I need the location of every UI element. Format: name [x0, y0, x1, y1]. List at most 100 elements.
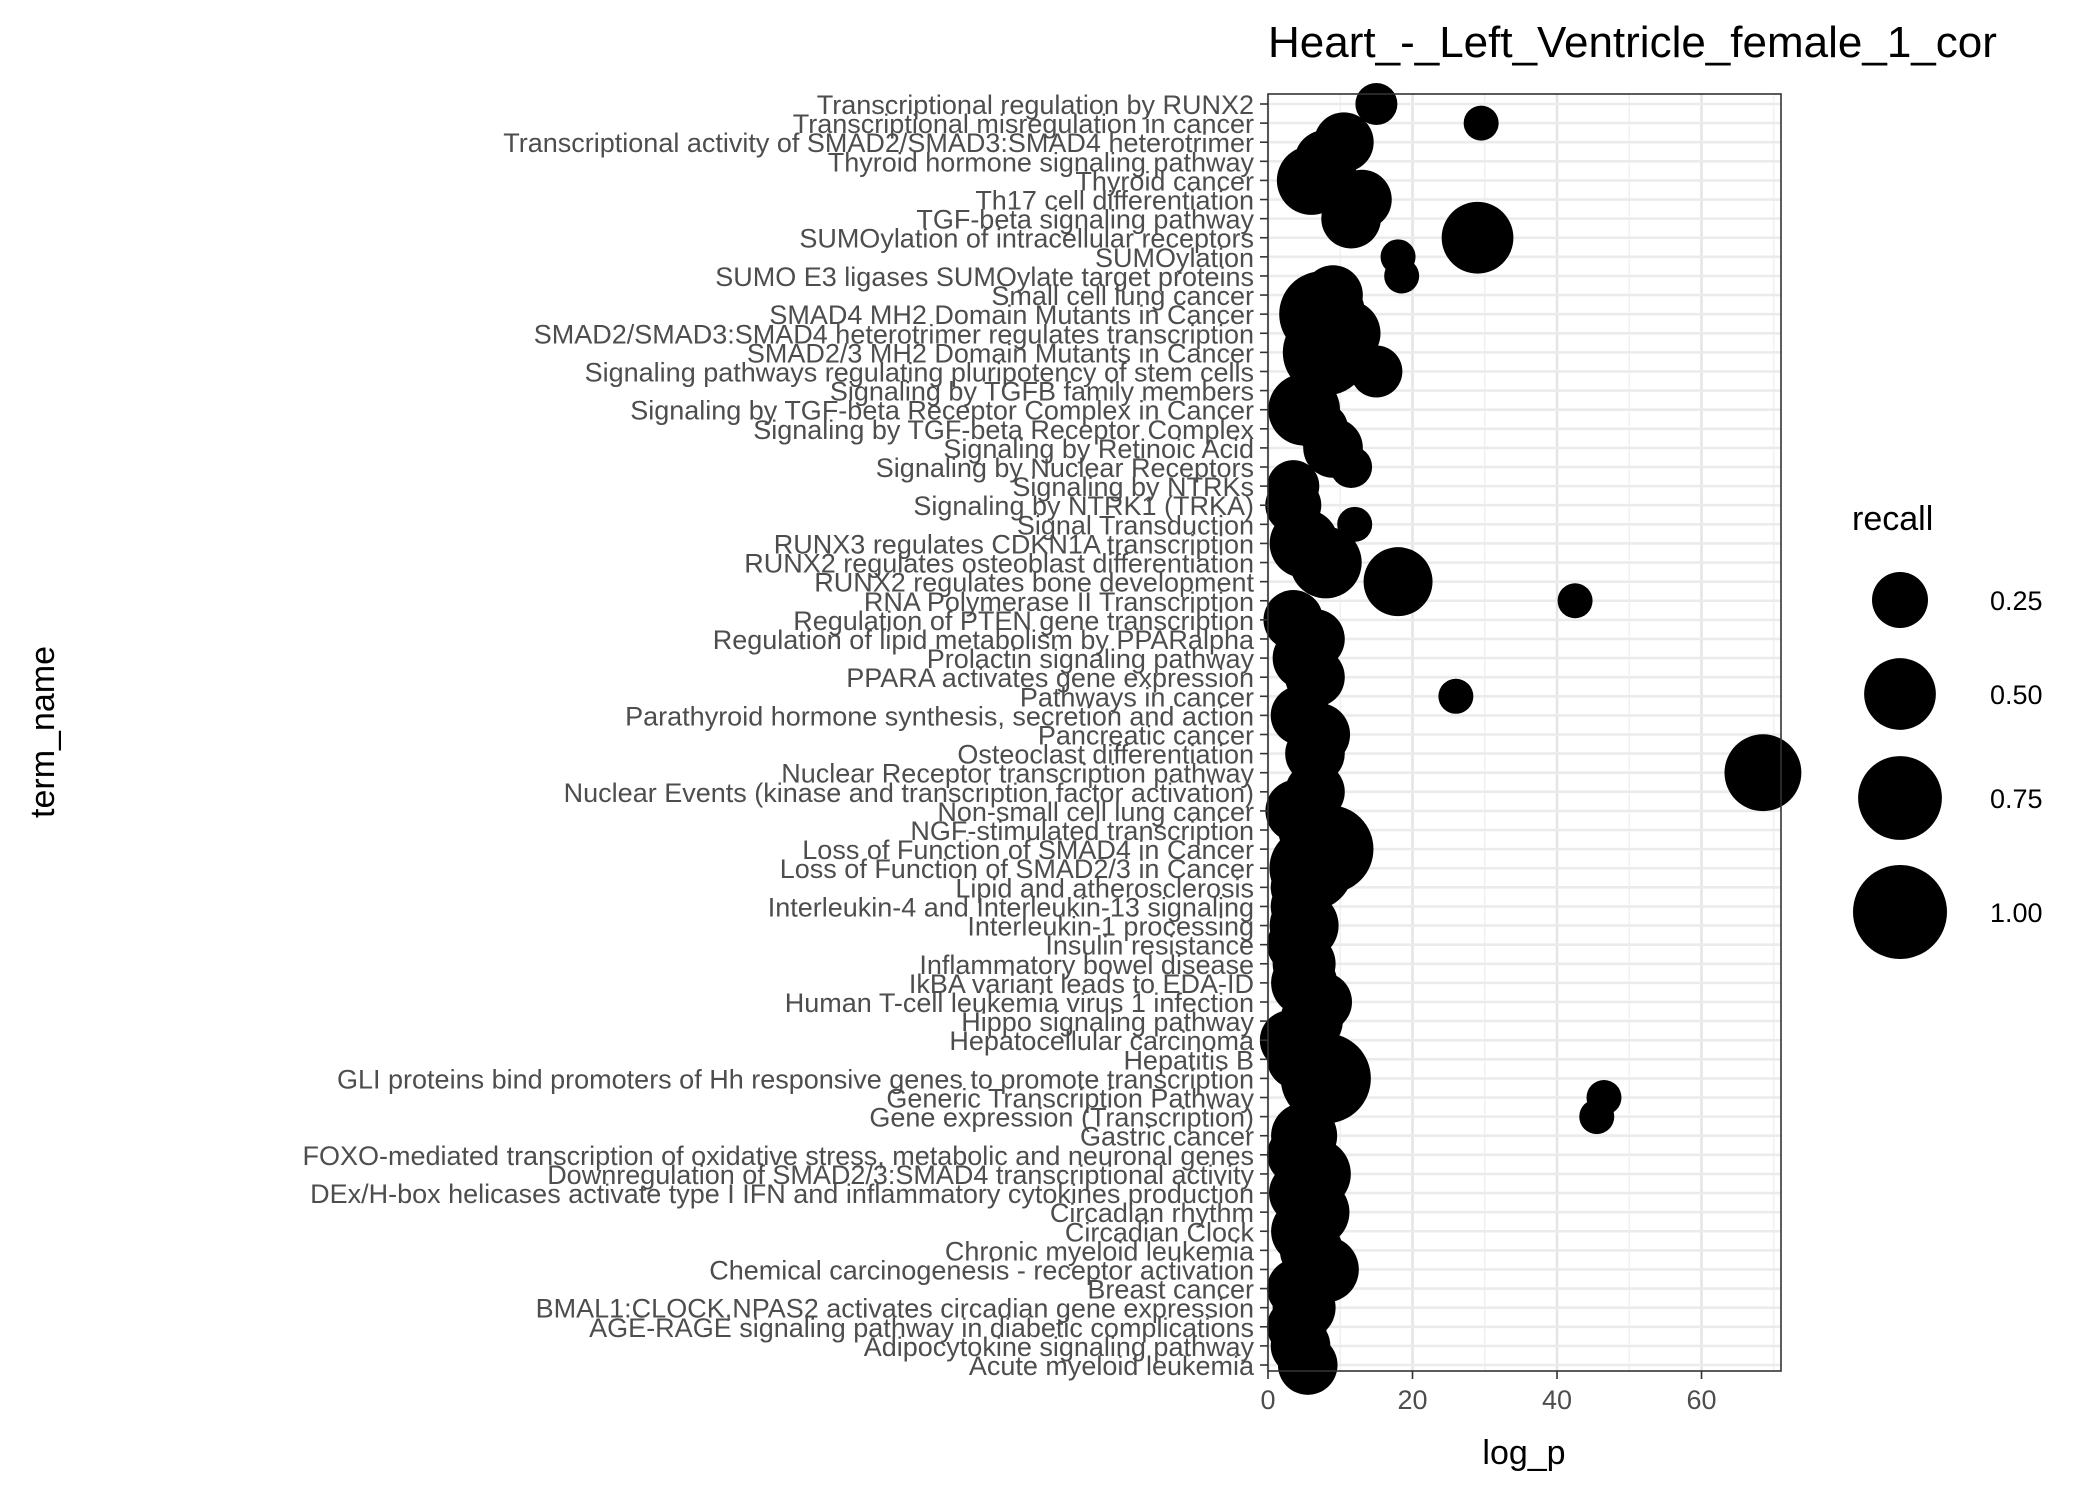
y-tick-label: Adipocytokine signaling pathway [864, 1332, 1255, 1362]
data-point [1463, 105, 1499, 141]
x-axis-label: log_p [1482, 1434, 1565, 1472]
points-layer [1259, 82, 1802, 1395]
y-tick-label: Pathways in cancer [1020, 682, 1254, 712]
y-tick-label: Hepatocellular carcinoma [949, 1026, 1255, 1056]
y-tick-label: Downregulation of SMAD2/3:SMAD4 transcri… [547, 1160, 1254, 1190]
y-tick-label: Signaling by TGF-beta Receptor Complex i… [630, 396, 1254, 426]
y-tick-label: IkBA variant leads to EDA-ID [909, 969, 1254, 999]
y-tick-label: Human T-cell leukemia virus 1 infection [785, 988, 1254, 1018]
y-tick-label: Lipid and atherosclerosis [955, 873, 1254, 903]
data-point [1337, 506, 1373, 542]
y-tick-label: Nuclear Events (kinase and transcription… [564, 778, 1254, 808]
data-point [1263, 590, 1324, 650]
y-tick-label: RUNX3 regulates CDKN1A transcription [774, 529, 1254, 559]
x-tick-labels: 0 20 40 60 [1260, 1371, 1717, 1415]
y-tick-label: Acute myeloid leukemia [969, 1351, 1255, 1381]
y-tick-label: Signaling by NTRKs [1012, 472, 1254, 502]
legend-key-circle [1872, 572, 1928, 628]
y-tick-label: Chemical carcinogenesis - receptor activ… [709, 1255, 1254, 1285]
x-tick-label: 20 [1397, 1385, 1427, 1415]
data-point [1332, 169, 1392, 230]
y-tick-label: Transcriptional misregulation in cancer [793, 109, 1254, 139]
y-tick-label: Loss of Function of SMAD4 in Cancer [802, 835, 1254, 865]
y-tick-label: Circadian rhythm [1050, 1198, 1254, 1228]
y-tick-label: Transcriptional regulation by RUNX2 [817, 90, 1254, 120]
y-tick-label: Signal Transduction [1017, 510, 1254, 540]
y-tick-label: Interleukin-1 processing [967, 912, 1254, 942]
y-tick-label: SMAD2/SMAD3:SMAD4 heterotrimer regulates… [534, 319, 1254, 349]
data-point [1267, 460, 1320, 513]
y-tick-label: Signaling by Retinoic Acid [943, 434, 1254, 464]
y-tick-label: Interleukin-4 and Interleukin-13 signali… [768, 892, 1254, 922]
y-tick-label: Generic Transcription Pathway [886, 1084, 1254, 1114]
y-tick-label: Hippo signaling pathway [961, 1007, 1254, 1037]
y-axis-label: term_name [24, 646, 62, 818]
y-tick-label: Regulation of lipid metabolism by PPARal… [713, 625, 1255, 655]
y-tick-label: Th17 cell differentiation [975, 186, 1254, 216]
y-tick-label: Chronic myeloid leukemia [945, 1236, 1255, 1266]
data-point [1314, 112, 1374, 173]
y-tick-label: SUMOylation of intracellular receptors [799, 224, 1254, 254]
legend-title: recall [1852, 500, 1933, 538]
data-point [1303, 265, 1363, 325]
legend-key-circle [1853, 865, 1947, 959]
y-tick-label: Osteoclast differentiation [957, 740, 1254, 770]
y-tick-label: RUNX2 regulates bone development [814, 568, 1254, 598]
y-tick-label: Parathyroid hormone synthesis, secretion… [625, 701, 1254, 731]
y-tick-label: Thyroid cancer [1075, 166, 1254, 196]
y-tick-label: SUMOylation [1095, 243, 1254, 273]
y-tick-label: BMAL1:CLOCK,NPAS2 activates circadian ge… [536, 1294, 1254, 1324]
y-tick-label: Insulin resistance [1045, 931, 1254, 961]
y-tick-label: RNA Polymerase II Transcription [864, 587, 1254, 617]
y-tick-label: Gene expression (Transcription) [869, 1103, 1254, 1133]
legend-key-label: 0.75 [1990, 784, 2043, 814]
y-tick-label: SUMO E3 ligases SUMOylate target protein… [715, 262, 1254, 292]
panel-border [1267, 93, 1782, 1372]
legend: recall 0.25 0.50 0.75 1.00 [1852, 500, 2043, 959]
data-point [1586, 1080, 1622, 1116]
y-tick-label: Transcriptional activity of SMAD2/SMAD3:… [503, 128, 1254, 158]
x-tick-label: 40 [1542, 1385, 1572, 1415]
y-tick-label: PPARA activates gene expression [846, 663, 1254, 693]
data-point [1363, 547, 1433, 617]
x-tick-label: 0 [1260, 1385, 1275, 1415]
y-tick-label: AGE-RAGE signaling pathway in diabetic c… [589, 1313, 1254, 1343]
y-tick-label: Small cell lung cancer [991, 281, 1254, 311]
y-tick-label: Thyroid hormone signaling pathway [828, 147, 1255, 177]
data-point [1441, 201, 1514, 274]
y-tick-label: Prolactin signaling pathway [927, 644, 1255, 674]
data-point [1438, 678, 1474, 714]
y-tick-label: GLI proteins bind promoters of Hh respon… [337, 1064, 1254, 1094]
y-tick-label: Loss of Function of SMAD2/3 in Cancer [780, 854, 1254, 884]
legend-key-label: 1.00 [1990, 898, 2043, 928]
y-tick-label: Nuclear Receptor transcription pathway [781, 759, 1254, 789]
y-tick-label: Gastric cancer [1080, 1122, 1254, 1152]
data-point [1724, 734, 1802, 812]
chart-title: Heart_-_Left_Ventricle_female_1_cor [1268, 18, 1997, 67]
y-tick-label: Signaling by TGF-beta Receptor Complex [753, 415, 1254, 445]
y-tick-label: Signaling by Nuclear Receptors [876, 453, 1254, 483]
x-tick-label: 60 [1686, 1385, 1716, 1415]
y-tick-label: Regulation of PTEN gene transcription [793, 606, 1254, 636]
legend-key-label: 0.50 [1990, 680, 2043, 710]
y-tick-label: SMAD4 MH2 Domain Mutants in Cancer [769, 300, 1254, 330]
data-point [1380, 239, 1416, 275]
y-tick-label: Non-small cell lung cancer [937, 797, 1254, 827]
y-tick-label: NGF-stimulated transcription [910, 816, 1254, 846]
legend-key-circle [1858, 756, 1942, 840]
y-tick-label: DEx/H-box helicases activate type I IFN … [310, 1179, 1254, 1209]
y-tick-label: Inflammatory bowel disease [919, 950, 1254, 980]
y-tick-label: TGF-beta signaling pathway [916, 205, 1254, 235]
y-tick-label: RUNX2 regulates osteoblast differentiati… [744, 549, 1254, 579]
y-tick-label: Breast cancer [1087, 1275, 1254, 1305]
y-tick-label: Hepatitis B [1123, 1045, 1254, 1075]
y-tick-label: Pancreatic cancer [1038, 721, 1254, 751]
data-point [1557, 583, 1593, 619]
y-tick-label: Signaling by NTRK1 (TRKA) [913, 491, 1254, 521]
data-point [1355, 82, 1398, 126]
y-tick-label: Circadian Clock [1065, 1217, 1255, 1247]
y-tick-label: Signaling pathways regulating pluripoten… [585, 357, 1254, 387]
legend-items: 0.25 0.50 0.75 1.00 [1853, 572, 2043, 959]
